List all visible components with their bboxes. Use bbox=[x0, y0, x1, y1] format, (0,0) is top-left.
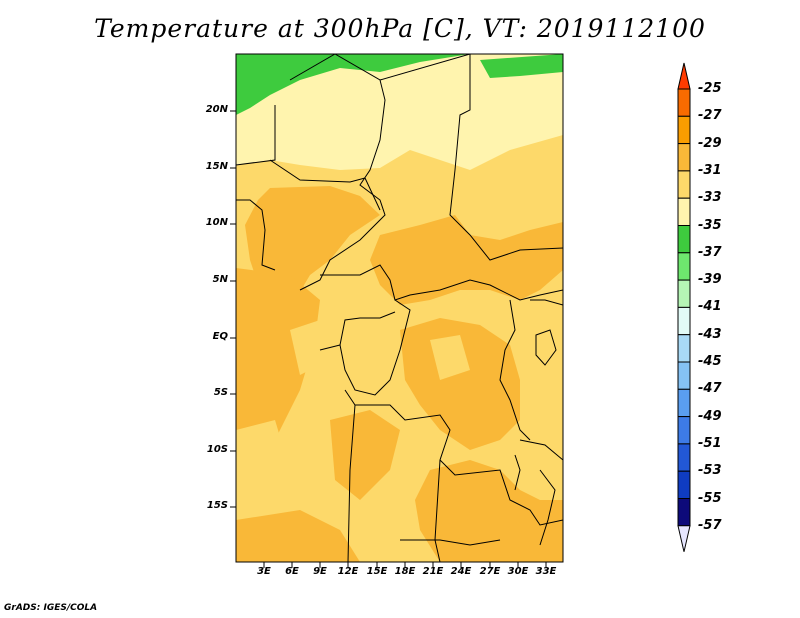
lon-label: 30E bbox=[507, 566, 529, 577]
lat-ticks bbox=[230, 110, 236, 508]
colorbar bbox=[677, 62, 691, 552]
colorbar-label: -39 bbox=[698, 272, 722, 288]
lat-label: 20N bbox=[205, 104, 228, 115]
map-frame bbox=[235, 53, 564, 563]
colorbar-swatch bbox=[677, 197, 691, 226]
colorbar-swatch bbox=[677, 279, 691, 308]
lat-label: 5S bbox=[213, 387, 228, 398]
colorbar-label: -45 bbox=[698, 354, 722, 369]
colorbar-swatch bbox=[677, 361, 691, 390]
colorbar-swatch bbox=[677, 416, 691, 445]
colorbar-label: -35 bbox=[698, 217, 722, 233]
lon-label: 6E bbox=[285, 566, 299, 577]
colorbar-label: -49 bbox=[698, 408, 722, 424]
lon-label: 18E bbox=[394, 566, 416, 577]
colorbar-label: -27 bbox=[698, 108, 722, 124]
colorbar-swatch bbox=[677, 225, 691, 254]
lon-label: 3E bbox=[257, 566, 271, 577]
lon-label: 21E bbox=[422, 566, 444, 577]
colorbar-label: -37 bbox=[698, 244, 722, 260]
lat-label: 15S bbox=[206, 500, 228, 511]
colorbar-label: -53 bbox=[698, 463, 722, 479]
lat-label: 15N bbox=[205, 161, 228, 172]
lon-label: 24E bbox=[450, 566, 472, 577]
colorbar-swatch bbox=[677, 170, 691, 199]
colorbar-swatch bbox=[677, 143, 691, 172]
colorbar-swatch bbox=[677, 470, 691, 500]
colorbar-label: -57 bbox=[698, 517, 722, 533]
lon-label: 27E bbox=[479, 566, 501, 577]
field-37-band bbox=[236, 54, 470, 115]
chart-title: Temperature at 300hPa [C], VT: 201911210… bbox=[94, 14, 706, 43]
credit-text: GrADS: IGES/COLA bbox=[4, 603, 98, 613]
colorbar-swatch bbox=[677, 334, 691, 363]
lon-label: 12E bbox=[337, 566, 359, 577]
colorbar-label: -43 bbox=[698, 326, 722, 342]
colorbar-bottom-arrow bbox=[677, 525, 691, 552]
colorbar-label: -55 bbox=[698, 490, 722, 506]
lon-label: 15E bbox=[366, 566, 388, 577]
lat-label: 10N bbox=[205, 217, 228, 228]
country-borders bbox=[236, 54, 563, 562]
lat-label: 5N bbox=[212, 274, 228, 285]
lon-label: 9E bbox=[313, 566, 327, 577]
colorbar-swatch bbox=[677, 88, 691, 117]
temperature-field bbox=[236, 54, 563, 562]
colorbar-label: -51 bbox=[698, 435, 722, 451]
lat-label: EQ bbox=[212, 331, 228, 342]
colorbar-label: -29 bbox=[698, 135, 722, 151]
colorbar-label: -25 bbox=[698, 81, 722, 96]
colorbar-label: -31 bbox=[698, 162, 722, 178]
colorbar-label: -47 bbox=[698, 381, 722, 397]
colorbar-swatch bbox=[677, 252, 691, 281]
colorbar-swatch bbox=[677, 306, 691, 336]
colorbar-label: -33 bbox=[698, 190, 722, 206]
colorbar-top-arrow bbox=[677, 62, 691, 90]
colorbar-swatch bbox=[677, 388, 691, 418]
colorbar-swatch bbox=[677, 498, 691, 527]
lon-ticks bbox=[263, 562, 547, 568]
lat-label: 10S bbox=[206, 444, 228, 455]
colorbar-label: -41 bbox=[698, 299, 722, 315]
colorbar-swatch bbox=[677, 443, 691, 472]
field-35-band bbox=[236, 54, 563, 170]
lon-label: 33E bbox=[535, 566, 557, 577]
colorbar-swatch bbox=[677, 115, 691, 145]
field-29-center bbox=[370, 215, 563, 305]
